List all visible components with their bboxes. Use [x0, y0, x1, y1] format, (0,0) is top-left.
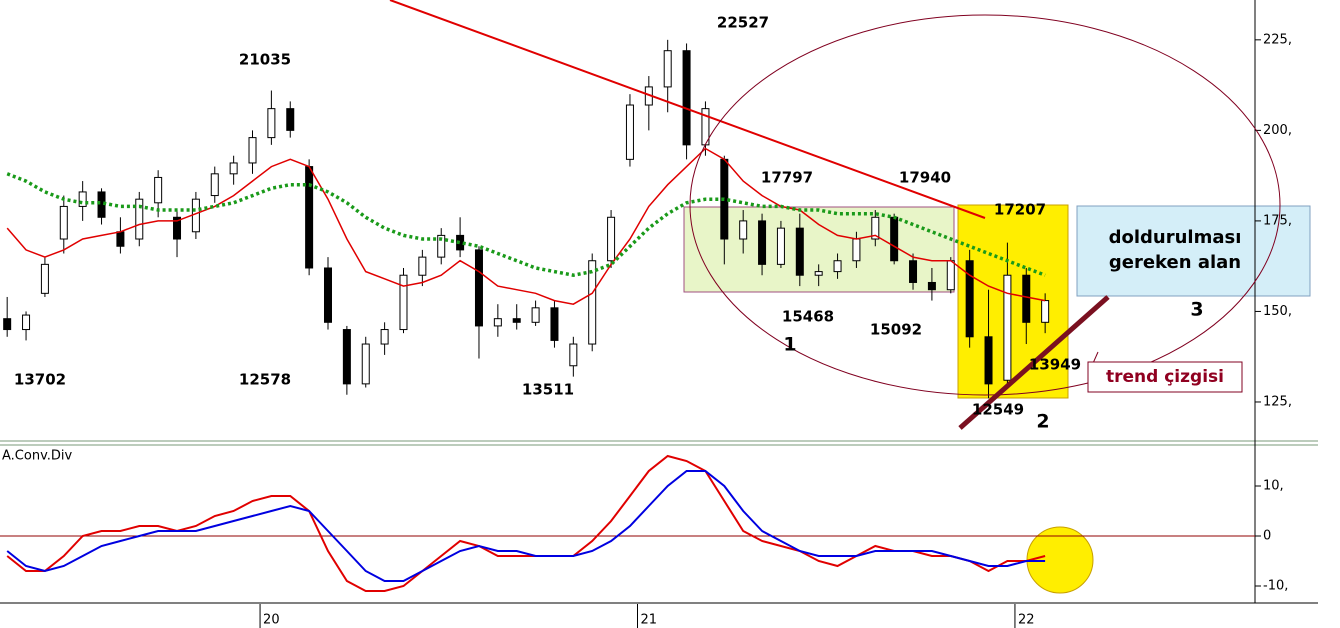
overlay-shapes: A.Conv.Div 22527 21035 17797 17940 17207 1546…	[2, 0, 1281, 464]
annotation: doldurulması	[1109, 227, 1242, 248]
candle-body	[758, 220, 767, 265]
candle-body	[267, 108, 276, 139]
annotation: 17797	[761, 169, 813, 187]
candle-body	[323, 267, 332, 323]
marks: 125,150,175,200,225,-10,010,20 21 22	[0, 32, 1292, 628]
candle-body	[191, 198, 200, 233]
candle-body	[550, 307, 559, 341]
series-line	[6, 147, 1046, 305]
candle-body	[78, 191, 87, 207]
annotation: trend çizgisi	[1106, 367, 1224, 387]
candle-body	[833, 260, 842, 273]
highlight-box	[957, 204, 1069, 399]
candle-body	[286, 108, 295, 131]
annotation: 12549	[972, 401, 1024, 419]
annotation: 12578	[239, 371, 291, 389]
annotation: 13702	[14, 371, 66, 389]
candle-body	[3, 318, 12, 331]
candle-body	[588, 260, 597, 345]
x-tick-label: 21	[641, 613, 658, 628]
candle-body	[418, 256, 427, 276]
annotation: 2	[1036, 411, 1049, 433]
candle-body	[927, 281, 936, 291]
candle-body	[229, 162, 238, 175]
candle-body	[776, 227, 785, 265]
candle-body	[625, 104, 634, 160]
candle-body	[890, 216, 899, 262]
candle-body	[399, 274, 408, 331]
candle-body	[946, 260, 955, 291]
annotation: 3	[1190, 299, 1203, 321]
candle-body	[173, 216, 182, 240]
y-tick-label: 150,	[1263, 304, 1292, 319]
candle-body	[116, 231, 125, 247]
candle-body	[531, 307, 540, 323]
focus-ellipse	[689, 14, 1281, 396]
annotation: 17940	[899, 169, 951, 187]
x-tick-label: 20	[263, 613, 280, 628]
y-tick-label: 0	[1263, 529, 1271, 544]
candle-body	[210, 173, 219, 197]
candle-body	[739, 220, 748, 240]
y-tick-label: 10,	[1263, 479, 1284, 494]
annotation: 21035	[239, 51, 291, 69]
y-tick-label: 175,	[1263, 213, 1292, 228]
series-line	[6, 454, 1046, 592]
y-tick-label: 125,	[1263, 394, 1292, 409]
annotation: 17207	[994, 201, 1046, 219]
candle-body	[852, 238, 861, 262]
y-tick-label: 200,	[1263, 123, 1292, 138]
candle-body	[474, 249, 483, 327]
candle-body	[305, 166, 314, 269]
candle-body	[40, 263, 49, 294]
candle-body	[909, 260, 918, 283]
candle-body	[1022, 274, 1031, 323]
annotation: 1	[783, 334, 796, 356]
annotation: 13511	[522, 381, 574, 399]
callout-box	[1087, 361, 1243, 393]
candle-body	[682, 50, 691, 146]
candle-body	[607, 216, 616, 262]
background-shapes	[0, 0, 1318, 604]
candle-body	[361, 343, 370, 385]
candle-body	[871, 216, 880, 240]
candle-body	[795, 227, 804, 276]
candle-body	[663, 50, 672, 88]
candle-body	[135, 198, 144, 240]
candle-body	[965, 260, 974, 338]
annotation: 15092	[870, 321, 922, 339]
candle-body	[1003, 274, 1012, 381]
candle-body	[59, 205, 68, 240]
indicator-title: A.Conv.Div	[2, 449, 73, 464]
annotation: 22527	[717, 14, 769, 32]
trend-line	[958, 295, 1110, 430]
candle-body	[248, 137, 257, 164]
candle-body	[512, 318, 521, 323]
x-tick-label: 22	[1018, 613, 1035, 628]
candle-body	[569, 343, 578, 367]
candle-body	[493, 318, 502, 327]
resistance-line	[389, 0, 986, 219]
annotation: 15468	[782, 308, 834, 326]
candle-body	[984, 336, 993, 385]
series-line	[6, 172, 1046, 277]
y-tick-label: 225,	[1263, 32, 1292, 47]
candle-body	[22, 314, 31, 331]
annotation: gereken alan	[1109, 252, 1241, 273]
candle-body	[342, 329, 351, 385]
y-tick-label: -10,	[1263, 579, 1288, 594]
candle-body	[1041, 300, 1050, 323]
candle-body	[380, 329, 389, 345]
annotation: 13949	[1029, 356, 1081, 374]
candle-body	[154, 176, 163, 204]
series-line	[6, 470, 1046, 582]
candle-body	[437, 234, 446, 258]
candle-body	[814, 271, 823, 276]
